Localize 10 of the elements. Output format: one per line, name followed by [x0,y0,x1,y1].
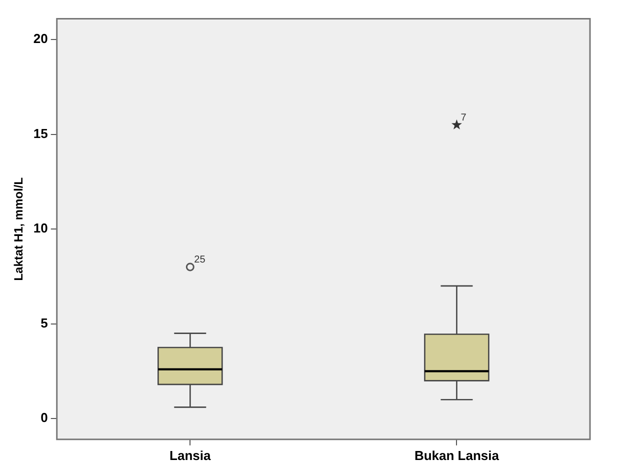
y-tick-label: 20 [33,31,48,46]
annotation: 7 [460,112,467,124]
y-tick-label: 5 [40,315,48,330]
y-tick-label: 10 [33,220,48,236]
x-tick-label: Lansia [170,448,212,463]
x-tick-label: Bukan Lansia [414,448,500,463]
annotation: 25 [194,254,206,266]
y-tick-label: 0 [40,410,48,426]
y-tick-label: 15 [33,126,48,141]
y-axis-title: Laktat H1, mmol/L [12,177,26,281]
